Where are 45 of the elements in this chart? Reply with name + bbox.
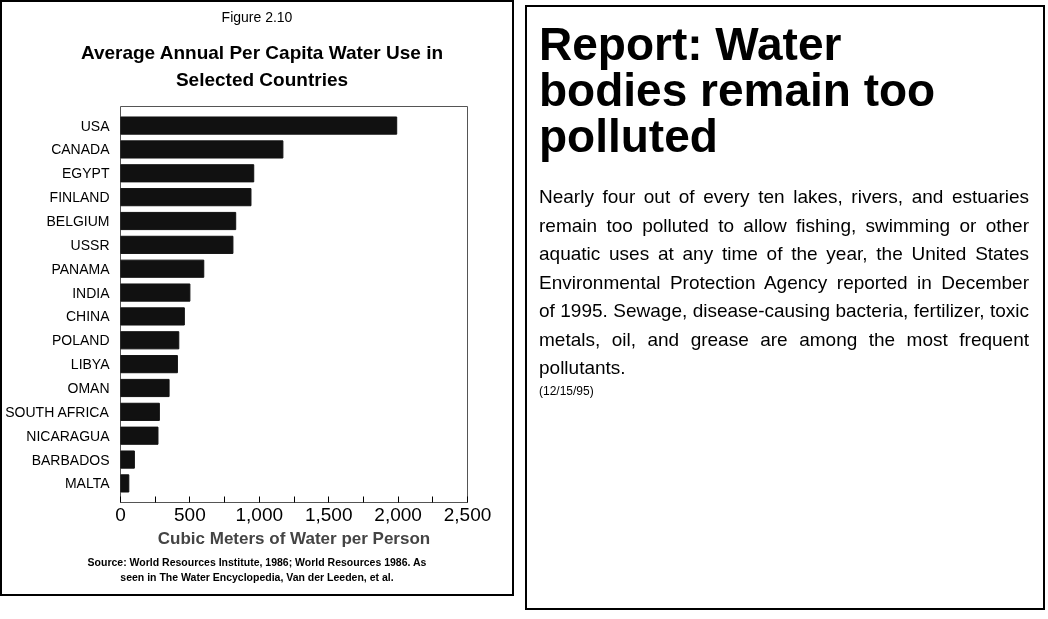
y-tick-label: USA [80, 117, 111, 134]
bar [120, 164, 255, 183]
y-tick-label: EGYPT [62, 165, 110, 182]
bar [120, 283, 191, 302]
y-tick-label: BELGIUM [46, 213, 110, 230]
bar [120, 402, 160, 421]
source-note: Source: World Resources Institute, 1986; World Resources 1986. As seen in The Water Encyclopedia, Van der Leeden, et al. [87, 555, 427, 585]
y-tick-label: OMAN [67, 379, 110, 396]
y-tick-label: USSR [70, 236, 110, 253]
chart-subtitle: Figure 2.10 [220, 8, 294, 27]
text: Report: Water bodies remain too polluted [539, 18, 937, 162]
y-tick-label: BARBADOS [31, 451, 110, 468]
bar [120, 259, 205, 278]
y-tick-label: FINLAND [49, 189, 110, 206]
bar [120, 450, 135, 469]
x-tick-label: 0 [115, 503, 126, 525]
y-tick-label: PANAMA [51, 260, 111, 277]
bar [120, 426, 159, 445]
y-tick-label: LIBYA [70, 356, 111, 373]
x-tick-label: 2,000 [374, 503, 422, 525]
bar [120, 307, 185, 326]
bar [120, 140, 284, 159]
bar [120, 355, 178, 374]
bar [120, 235, 234, 254]
text: Nearly four out of every ten lakes, rivers, and estuaries remain too polluted to allow fishing, swimming or other aquatic uses at any time of the year, the United States Environmental Protection Agency reported in December of 1995. Sewage, disease-causing bacteria, fertilizer, toxic metals, oil, and grease are among the most frequent pollutants. [539, 185, 1029, 380]
x-tick-label: 500 [174, 503, 206, 525]
y-tick-label: INDIA [72, 284, 111, 301]
bar [120, 378, 170, 398]
bar [120, 211, 237, 231]
bar [120, 474, 130, 493]
y-tick-label: MALTA [64, 475, 111, 492]
y-tick-label: CANADA [51, 141, 111, 158]
y-tick-label: NICARAGUA [26, 427, 111, 444]
bar [120, 188, 252, 207]
y-tick-label: CHINA [65, 308, 111, 325]
y-tick-label: POLAND [51, 332, 110, 349]
chart-title: Average Annual Per Capita Water Use in Selected Countries [79, 41, 445, 93]
x-tick-label: 2,500 [443, 503, 492, 525]
x-axis-title: Cubic Meters of Water per Person [157, 528, 431, 548]
x-tick-label: 1,000 [235, 503, 284, 525]
text: (12/15/95) [539, 383, 594, 398]
x-tick-label: 1,500 [304, 503, 353, 525]
bar [120, 116, 398, 135]
bar [120, 331, 180, 350]
y-tick-label: SOUTH AFRICA [5, 403, 110, 420]
